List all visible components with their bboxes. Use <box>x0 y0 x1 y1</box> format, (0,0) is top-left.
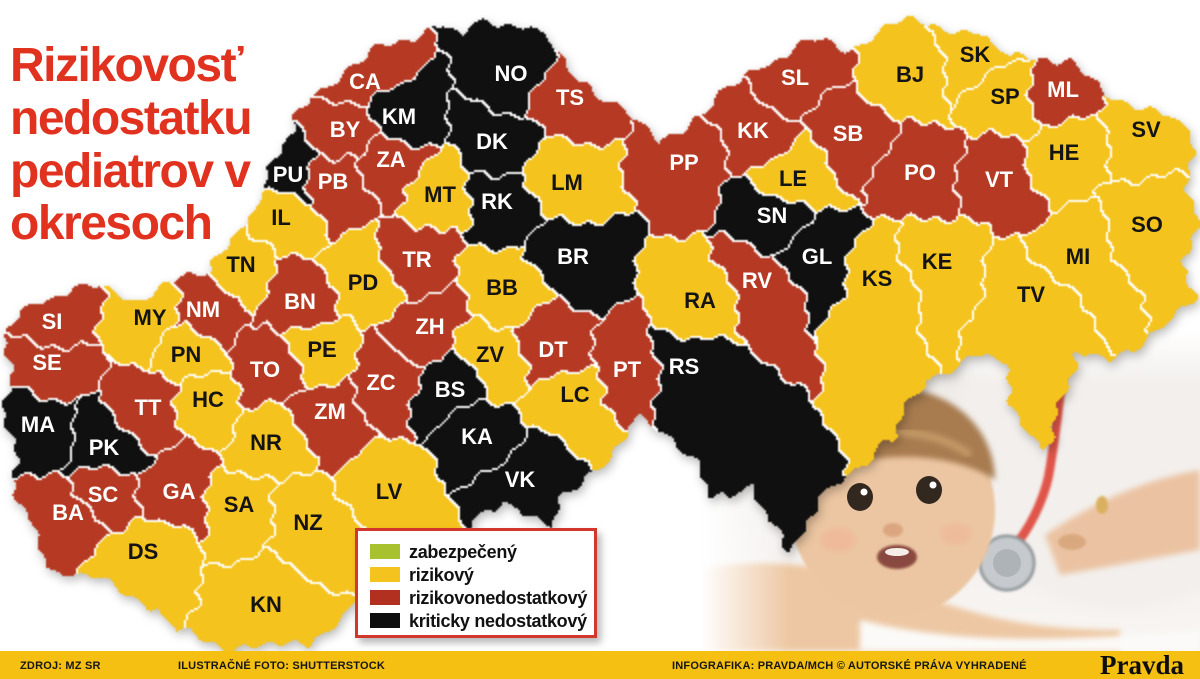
legend-item-zabezpeceny: zabezpečený <box>370 540 594 563</box>
legend-item-kriticky: kriticky nedostatkový <box>370 609 594 632</box>
footer-bar: ZDROJ: MZ SR ILUSTRAČNÉ FOTO: SHUTTERSTO… <box>0 651 1200 679</box>
legend-label: zabezpečený <box>409 541 517 562</box>
legend-swatch-zabezpeceny <box>370 544 400 559</box>
slovakia-districts-map <box>0 0 1200 660</box>
legend-label: rizikový <box>409 564 474 585</box>
pravda-logo: Pravda <box>1100 650 1184 679</box>
legend-swatch-kriticky <box>370 613 400 628</box>
source-credit: ZDROJ: MZ SR <box>20 660 101 672</box>
legend-label: rizikovonedostatkový <box>409 587 588 608</box>
legend-swatch-rizikovonedostatkovy <box>370 590 400 605</box>
legend: zabezpečený rizikový rizikovonedostatkov… <box>355 528 597 638</box>
legend-item-rizikovonedostatkovy: rizikovonedostatkový <box>370 586 594 609</box>
legend-item-rizikovy: rizikový <box>370 563 594 586</box>
legend-label: kriticky nedostatkový <box>409 610 587 631</box>
photo-credit: ILUSTRAČNÉ FOTO: SHUTTERSTOCK <box>178 660 386 672</box>
legend-swatch-rizikovy <box>370 567 400 582</box>
infographic-credit: INFOGRAFIKA: PRAVDA/MCH © AUTORSKÉ PRÁVA… <box>672 660 1027 672</box>
